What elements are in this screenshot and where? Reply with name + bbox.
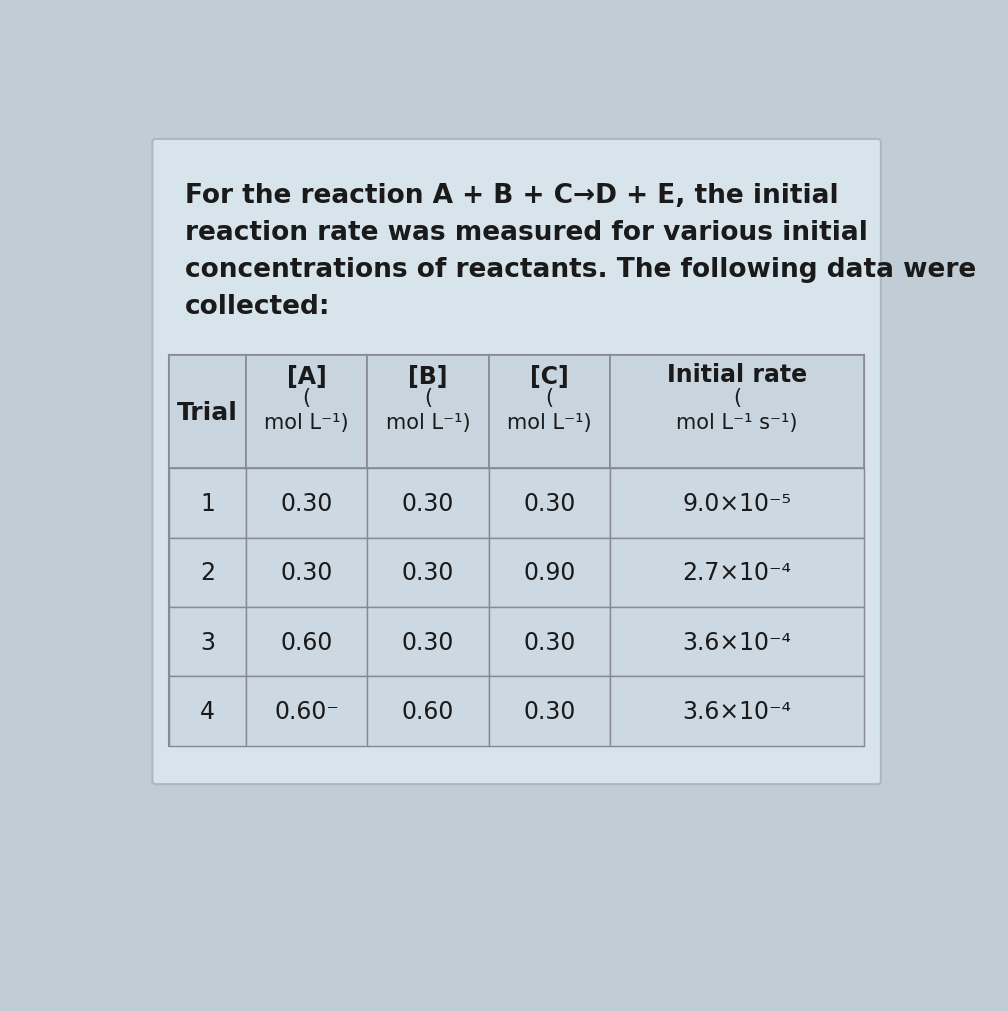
Text: 0.60: 0.60 — [280, 630, 333, 654]
Text: 0.30: 0.30 — [402, 561, 455, 584]
Text: 1: 1 — [201, 491, 215, 516]
Text: mol L⁻¹): mol L⁻¹) — [264, 412, 349, 432]
Text: 0.30: 0.30 — [280, 491, 333, 516]
Text: 0.90: 0.90 — [523, 561, 576, 584]
Bar — [489, 469, 610, 538]
Text: 0.30: 0.30 — [523, 630, 576, 654]
Text: 0.60⁻: 0.60⁻ — [274, 700, 339, 723]
Text: (: ( — [545, 387, 553, 407]
Bar — [246, 608, 367, 676]
Text: 4: 4 — [201, 700, 215, 723]
Bar — [246, 355, 367, 469]
Text: 3.6×10⁻⁴: 3.6×10⁻⁴ — [682, 700, 791, 723]
Text: 0.30: 0.30 — [402, 630, 455, 654]
Bar — [610, 355, 864, 469]
Text: mol L⁻¹ s⁻¹): mol L⁻¹ s⁻¹) — [676, 412, 797, 432]
Bar — [610, 608, 864, 676]
Text: 0.30: 0.30 — [523, 700, 576, 723]
Bar — [169, 355, 246, 469]
Bar — [169, 469, 246, 538]
Bar — [489, 608, 610, 676]
Text: 0.30: 0.30 — [523, 491, 576, 516]
Bar — [367, 538, 489, 608]
Bar — [610, 538, 864, 608]
Bar — [246, 676, 367, 746]
Text: [C]: [C] — [530, 364, 569, 388]
Text: [B]: [B] — [408, 364, 448, 388]
Text: (: ( — [424, 387, 432, 407]
Text: For the reaction A + B + C→D + E, the initial: For the reaction A + B + C→D + E, the in… — [184, 183, 839, 209]
Text: 0.30: 0.30 — [280, 561, 333, 584]
Text: Trial: Trial — [177, 400, 238, 424]
Bar — [367, 676, 489, 746]
Bar — [169, 676, 246, 746]
Bar — [367, 469, 489, 538]
Bar — [489, 676, 610, 746]
Text: 2.7×10⁻⁴: 2.7×10⁻⁴ — [682, 561, 791, 584]
Bar — [489, 355, 610, 469]
Text: collected:: collected: — [184, 293, 331, 319]
Bar — [169, 608, 246, 676]
Bar — [610, 676, 864, 746]
Text: 9.0×10⁻⁵: 9.0×10⁻⁵ — [682, 491, 791, 516]
Bar — [367, 355, 489, 469]
Bar — [489, 538, 610, 608]
Text: mol L⁻¹): mol L⁻¹) — [507, 412, 592, 432]
Bar — [246, 538, 367, 608]
Text: (: ( — [733, 387, 741, 407]
Bar — [367, 608, 489, 676]
Text: (: ( — [302, 387, 310, 407]
Text: 0.60: 0.60 — [402, 700, 455, 723]
Text: [A]: [A] — [286, 364, 327, 388]
Text: concentrations of reactants. The following data were: concentrations of reactants. The followi… — [184, 257, 976, 283]
Bar — [169, 538, 246, 608]
Text: Initial rate: Initial rate — [667, 363, 807, 387]
Text: 2: 2 — [201, 561, 215, 584]
Text: mol L⁻¹): mol L⁻¹) — [386, 412, 471, 432]
Text: 3.6×10⁻⁴: 3.6×10⁻⁴ — [682, 630, 791, 654]
FancyBboxPatch shape — [152, 140, 881, 785]
Text: 3: 3 — [201, 630, 215, 654]
Bar — [246, 469, 367, 538]
Bar — [169, 355, 864, 746]
Text: reaction rate was measured for various initial: reaction rate was measured for various i… — [184, 219, 868, 246]
Bar — [610, 469, 864, 538]
Text: 0.30: 0.30 — [402, 491, 455, 516]
